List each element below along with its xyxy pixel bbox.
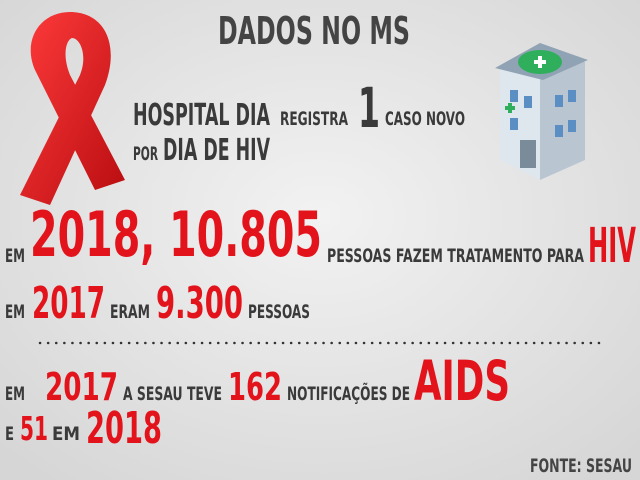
- body-text: DIA DE HIV: [163, 133, 270, 168]
- hospital-icon: [495, 43, 588, 180]
- title: DADOS NO MS: [218, 9, 410, 53]
- body-text: ERAM: [110, 301, 150, 323]
- body-text: EM: [5, 383, 25, 405]
- body-text: E: [5, 423, 14, 445]
- body-text: POR: [133, 143, 158, 165]
- body-text: PESSOAS FAZEM TRATAMENTO PARA: [327, 245, 584, 267]
- body-text: REGISTRA: [280, 108, 348, 130]
- body-text: EM: [52, 423, 80, 445]
- body-text: PESSOAS: [248, 301, 310, 323]
- highlight-text: 51: [20, 409, 48, 448]
- body-text: CASO NOVO: [385, 108, 465, 130]
- aids-ribbon: [20, 12, 125, 205]
- body-text: EM: [5, 245, 25, 267]
- highlight-text: 162: [228, 365, 282, 409]
- highlight-text: 2018: [86, 403, 162, 454]
- body-text: A SESAU TEVE: [123, 383, 222, 405]
- body-text: EM: [5, 301, 25, 323]
- highlight-text: HIV: [588, 218, 636, 274]
- highlight-text: 9.300: [156, 278, 243, 329]
- highlight-text: 2018, 10.805: [30, 198, 322, 271]
- source: FONTE: SESAU: [530, 455, 632, 477]
- body-text: HOSPITAL DIA: [133, 98, 270, 133]
- highlight-text: AIDS: [414, 349, 510, 413]
- highlight-text: 2017: [32, 278, 105, 329]
- highlight-text: 2017: [45, 365, 118, 409]
- body-text: NOTIFICAÇÕES DE: [287, 381, 410, 405]
- body-text: 1: [358, 76, 380, 140]
